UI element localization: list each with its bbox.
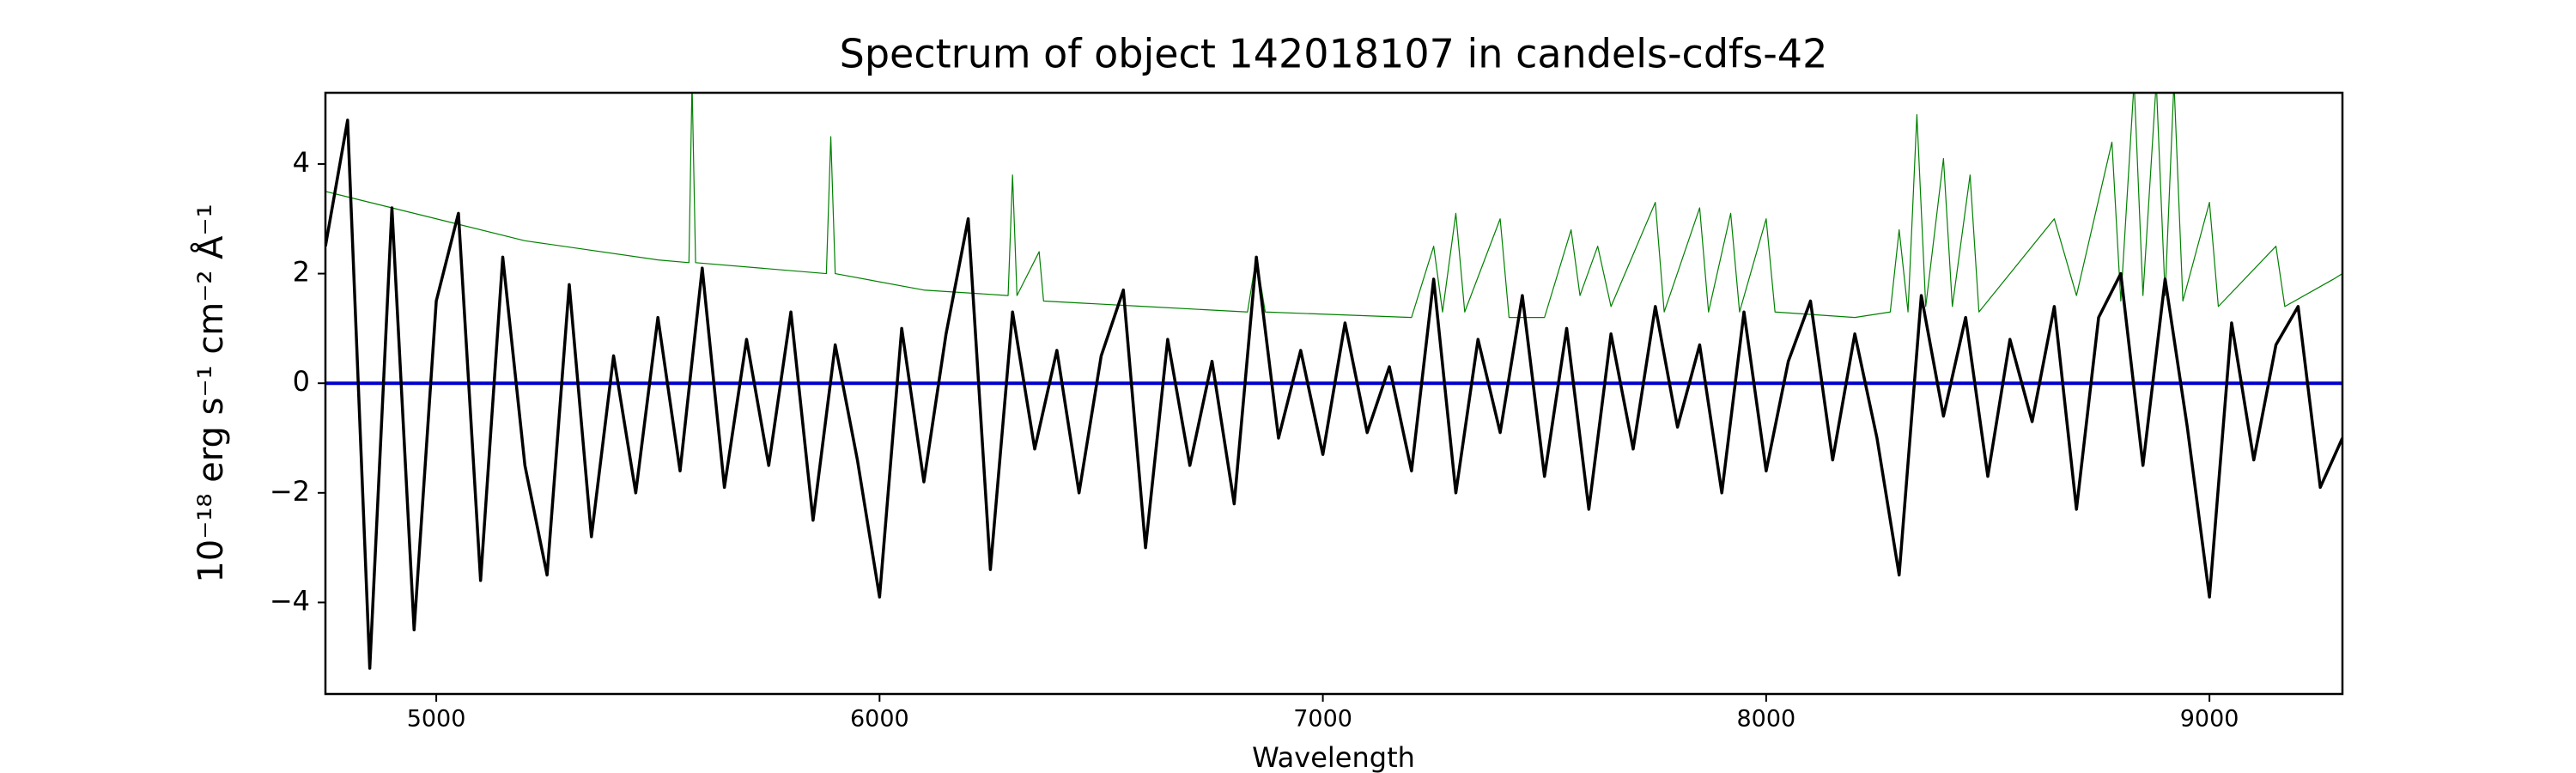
y-tick-label: −4 — [270, 584, 310, 617]
spectrum-line — [325, 119, 2342, 670]
x-tick-label: 7000 — [1293, 706, 1352, 733]
y-tick-label: −2 — [270, 475, 310, 508]
y-tick-label: 4 — [293, 146, 310, 179]
x-tick-label: 8000 — [1736, 706, 1795, 733]
y-tick-label: 2 — [293, 256, 310, 289]
plot-frame — [324, 91, 2344, 696]
spectrum-line — [325, 93, 2342, 319]
y-axis-label: 10⁻¹⁸ erg s⁻¹ cm⁻² Å⁻¹ — [190, 204, 231, 582]
x-tick-label: 6000 — [850, 706, 909, 733]
y-tick-label: 0 — [293, 365, 310, 398]
chart-title: Spectrum of object 142018107 in candels-… — [840, 31, 1828, 77]
x-tick-label: 5000 — [407, 706, 466, 733]
x-axis-label: Wavelength — [1252, 741, 1415, 773]
x-tick-label: 9000 — [2180, 706, 2239, 733]
plot-area — [325, 93, 2342, 670]
